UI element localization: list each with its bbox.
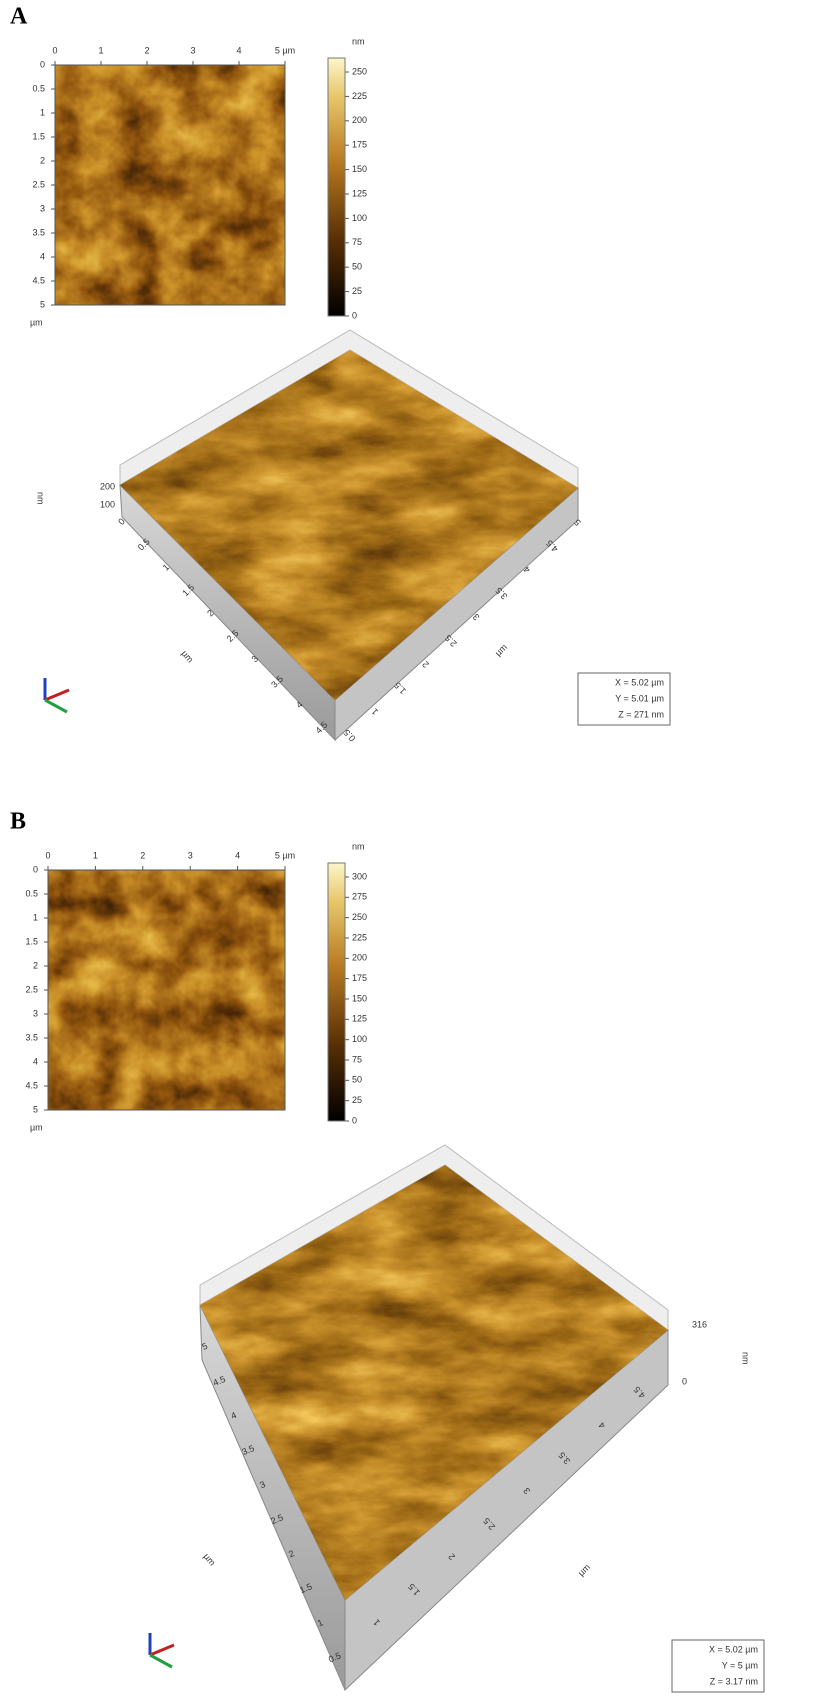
y-tick-label: 5 bbox=[33, 1104, 38, 1114]
colorbar-tick-label: 25 bbox=[352, 286, 362, 296]
y-tick-label: 4 bbox=[33, 1056, 38, 1066]
edge-unit: µm bbox=[576, 1562, 592, 1578]
colorbar-tick-label: 25 bbox=[352, 1095, 362, 1105]
colorbar-tick-label: 225 bbox=[352, 91, 367, 101]
z-tick-label: 0 bbox=[682, 1376, 687, 1386]
info-line: Z = 271 nm bbox=[618, 709, 664, 719]
colorbar-tick-label: 200 bbox=[352, 953, 367, 963]
x-tick-label: 5 µm bbox=[275, 850, 295, 860]
edge-tick-label: 1 bbox=[370, 707, 381, 717]
afm-height-map bbox=[55, 65, 285, 305]
colorbar-tick-label: 175 bbox=[352, 140, 367, 150]
y-tick-label: 1.5 bbox=[32, 131, 45, 141]
y-tick-label: 3.5 bbox=[25, 1032, 38, 1042]
panel-label: A bbox=[10, 4, 28, 30]
x-tick-label: 1 bbox=[98, 45, 103, 55]
y-tick-label: 0.5 bbox=[32, 83, 45, 93]
colorbar-tick-label: 50 bbox=[352, 1075, 362, 1085]
y-tick-label: 0.5 bbox=[25, 888, 38, 898]
y-tick-label: 2.5 bbox=[32, 179, 45, 189]
x-tick-label: 0 bbox=[45, 850, 50, 860]
colorbar-tick-label: 250 bbox=[352, 912, 367, 922]
info-line: Z = 3.17 nm bbox=[710, 1676, 758, 1686]
x-tick-label: 2 bbox=[140, 850, 145, 860]
colorbar-tick-label: 300 bbox=[352, 871, 367, 881]
edge-unit: µm bbox=[180, 648, 196, 664]
z-tick-label: 316 bbox=[692, 1319, 707, 1329]
colorbar-tick-label: 150 bbox=[352, 164, 367, 174]
colorbar-tick-label: 275 bbox=[352, 892, 367, 902]
colorbar-unit: nm bbox=[352, 841, 365, 851]
page: A012345 µm00.511.522.533.544.55µmnm25022… bbox=[0, 0, 835, 1696]
y-tick-label: 3 bbox=[33, 1008, 38, 1018]
z-unit: nm bbox=[36, 492, 46, 505]
colorbar-tick-label: 75 bbox=[352, 1054, 362, 1064]
y-tick-label: 0 bbox=[40, 59, 45, 69]
triad-y bbox=[45, 700, 67, 712]
y-tick-label: 3.5 bbox=[32, 227, 45, 237]
colorbar-tick-label: 100 bbox=[352, 1034, 367, 1044]
triad-y bbox=[150, 1655, 172, 1667]
colorbar-tick-label: 125 bbox=[352, 1014, 367, 1024]
info-line: Y = 5.01 µm bbox=[615, 693, 664, 703]
edge-unit: µm bbox=[202, 1551, 218, 1567]
y-tick-label: 2.5 bbox=[25, 984, 38, 994]
y-tick-label: 1 bbox=[40, 107, 45, 117]
edge-unit: µm bbox=[493, 642, 509, 658]
colorbar-tick-label: 75 bbox=[352, 237, 362, 247]
y-tick-label: 4 bbox=[40, 251, 45, 261]
triad-x bbox=[45, 690, 69, 700]
colorbar-tick-label: 125 bbox=[352, 188, 367, 198]
figure: A012345 µm00.511.522.533.544.55µmnm25022… bbox=[0, 0, 835, 1696]
colorbar-tick-label: 0 bbox=[352, 310, 357, 320]
y-tick-label: 4.5 bbox=[32, 275, 45, 285]
info-line: X = 5.02 µm bbox=[615, 677, 664, 687]
y-tick-label: 1 bbox=[33, 912, 38, 922]
y-tick-label: 5 bbox=[40, 299, 45, 309]
x-tick-label: 3 bbox=[190, 45, 195, 55]
z-tick-label: 100 bbox=[100, 499, 115, 509]
y-unit: µm bbox=[30, 1122, 43, 1132]
x-tick-label: 2 bbox=[144, 45, 149, 55]
colorbar bbox=[328, 58, 345, 316]
triad-x bbox=[150, 1645, 174, 1655]
x-tick-label: 1 bbox=[93, 850, 98, 860]
x-tick-label: 4 bbox=[235, 850, 240, 860]
y-tick-label: 3 bbox=[40, 203, 45, 213]
colorbar bbox=[328, 863, 345, 1121]
x-tick-label: 4 bbox=[236, 45, 241, 55]
y-tick-label: 2 bbox=[33, 960, 38, 970]
afm-3d-surface bbox=[120, 350, 578, 700]
x-tick-label: 0 bbox=[52, 45, 57, 55]
y-unit: µm bbox=[30, 317, 43, 327]
y-tick-label: 1.5 bbox=[25, 936, 38, 946]
colorbar-tick-label: 50 bbox=[352, 262, 362, 272]
info-line: X = 5.02 µm bbox=[709, 1644, 758, 1654]
colorbar-tick-label: 100 bbox=[352, 213, 367, 223]
x-tick-label: 5 µm bbox=[275, 45, 295, 55]
colorbar-tick-label: 225 bbox=[352, 932, 367, 942]
x-tick-label: 3 bbox=[188, 850, 193, 860]
z-unit: nm bbox=[741, 1352, 751, 1365]
z-tick-label: 200 bbox=[100, 481, 115, 491]
colorbar-tick-label: 250 bbox=[352, 66, 367, 76]
afm-height-map bbox=[48, 870, 285, 1110]
colorbar-tick-label: 0 bbox=[352, 1115, 357, 1125]
panel-label: B bbox=[10, 809, 26, 835]
colorbar-tick-label: 200 bbox=[352, 115, 367, 125]
y-tick-label: 4.5 bbox=[25, 1080, 38, 1090]
info-line: Y = 5 µm bbox=[722, 1660, 758, 1670]
colorbar-unit: nm bbox=[352, 36, 365, 46]
colorbar-tick-label: 150 bbox=[352, 993, 367, 1003]
y-tick-label: 0 bbox=[33, 864, 38, 874]
colorbar-tick-label: 175 bbox=[352, 973, 367, 983]
y-tick-label: 2 bbox=[40, 155, 45, 165]
